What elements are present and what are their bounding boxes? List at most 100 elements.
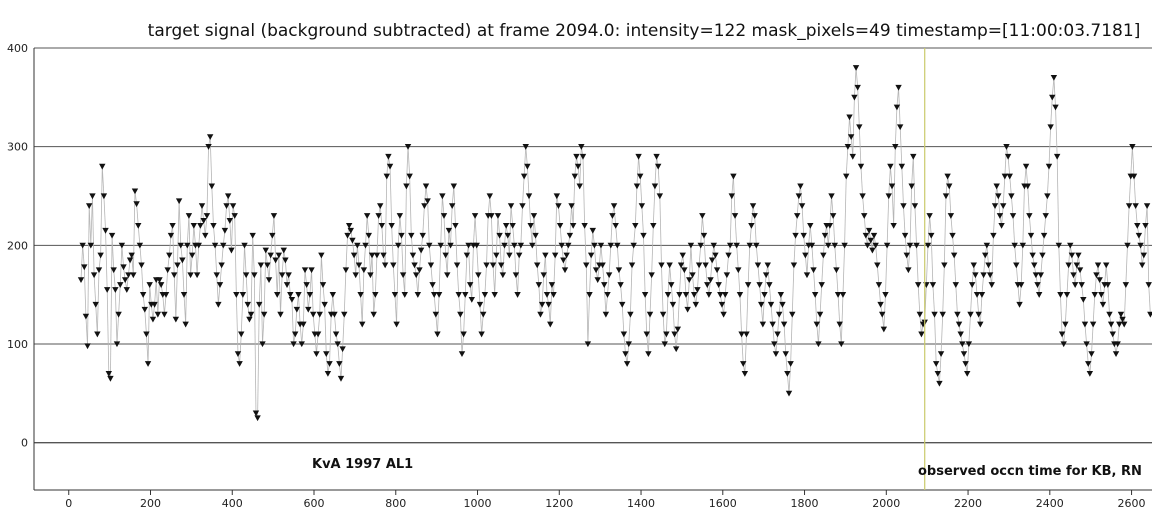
data-point [175, 198, 183, 205]
series-connector [646, 334, 649, 354]
series-connector [441, 195, 445, 216]
data-point [84, 343, 91, 350]
series-connector [428, 245, 432, 266]
data-point [455, 292, 462, 298]
data-point [318, 252, 325, 259]
data-point [1067, 242, 1074, 249]
series-connector [558, 205, 561, 226]
series-connector [659, 195, 662, 266]
series-connector [790, 314, 793, 364]
series-connector [253, 274, 257, 414]
data-point [475, 272, 482, 279]
data-point [705, 292, 713, 298]
data-point [632, 222, 639, 229]
series-connector [675, 329, 679, 349]
series-connector [535, 235, 538, 266]
data-point [808, 242, 816, 249]
data-point [820, 252, 827, 259]
data-point [565, 242, 572, 249]
series-connector [118, 284, 121, 315]
series-connector [185, 245, 188, 325]
data-point [143, 331, 150, 338]
data-point [125, 272, 132, 279]
series-connector [909, 186, 913, 246]
data-point [285, 272, 292, 279]
series-connector [1058, 245, 1061, 295]
data-point [656, 193, 664, 200]
series-connector [273, 215, 276, 261]
data-point [502, 222, 510, 229]
data-point [408, 232, 415, 239]
series-connector [1071, 255, 1074, 275]
data-point [354, 242, 361, 249]
x-tick-label: 400 [222, 497, 243, 510]
data-point [983, 242, 991, 249]
data-point [424, 198, 431, 205]
data-point [401, 292, 408, 298]
series-connector [855, 67, 859, 88]
series-connector [1043, 215, 1047, 236]
series-connector [474, 215, 478, 246]
series-connector [826, 225, 829, 246]
data-point [759, 321, 767, 328]
series-connector [759, 284, 762, 305]
series-connector [775, 334, 778, 354]
data-point [308, 267, 315, 274]
series-connector [626, 343, 630, 364]
data-point [81, 264, 88, 271]
data-point [918, 331, 925, 338]
data-point [416, 267, 423, 274]
data-point [1058, 331, 1066, 338]
data-point [115, 311, 122, 318]
data-point [293, 306, 301, 313]
data-point [1121, 321, 1128, 328]
data-point [252, 410, 260, 417]
data-point [627, 311, 634, 318]
series-connector [657, 166, 661, 197]
data-point [815, 341, 822, 348]
series-connector [154, 279, 157, 305]
data-point [985, 262, 992, 269]
data-point [314, 331, 322, 338]
data-point [1140, 252, 1148, 259]
object-annotation: KvA 1997 AL1 [312, 457, 413, 472]
series-connector [786, 373, 790, 394]
data-point [94, 331, 101, 338]
series-connector [473, 215, 476, 246]
series-connector [860, 166, 863, 197]
data-point [538, 301, 546, 308]
data-point [941, 262, 948, 269]
series-connector [1130, 146, 1133, 177]
data-point [141, 306, 148, 313]
series-connector [651, 225, 654, 275]
series-connector [477, 274, 481, 305]
data-point [466, 282, 474, 288]
series-connector [100, 166, 103, 256]
data-point [825, 242, 832, 249]
data-point [926, 213, 933, 219]
data-point [962, 361, 969, 367]
series-connector [1091, 324, 1094, 354]
data-point [602, 311, 610, 318]
series-connector [589, 255, 592, 295]
data-point [638, 203, 646, 210]
series-connector [849, 117, 852, 137]
data-point [215, 301, 222, 308]
data-point [1134, 222, 1141, 229]
series-connector [806, 245, 810, 275]
data-point [1022, 163, 1030, 170]
series-connector [553, 255, 556, 295]
series-connector [1105, 265, 1109, 285]
series-connector [464, 255, 468, 295]
data-point [179, 257, 186, 264]
series-connector [751, 205, 754, 226]
data-point [105, 370, 113, 377]
data-point [601, 282, 608, 288]
data-point [473, 242, 480, 249]
data-point [1057, 292, 1064, 298]
data-point [522, 144, 529, 150]
x-tick-label: 600 [304, 497, 325, 510]
data-point [92, 301, 99, 308]
data-point [592, 267, 600, 274]
data-point [828, 193, 835, 200]
